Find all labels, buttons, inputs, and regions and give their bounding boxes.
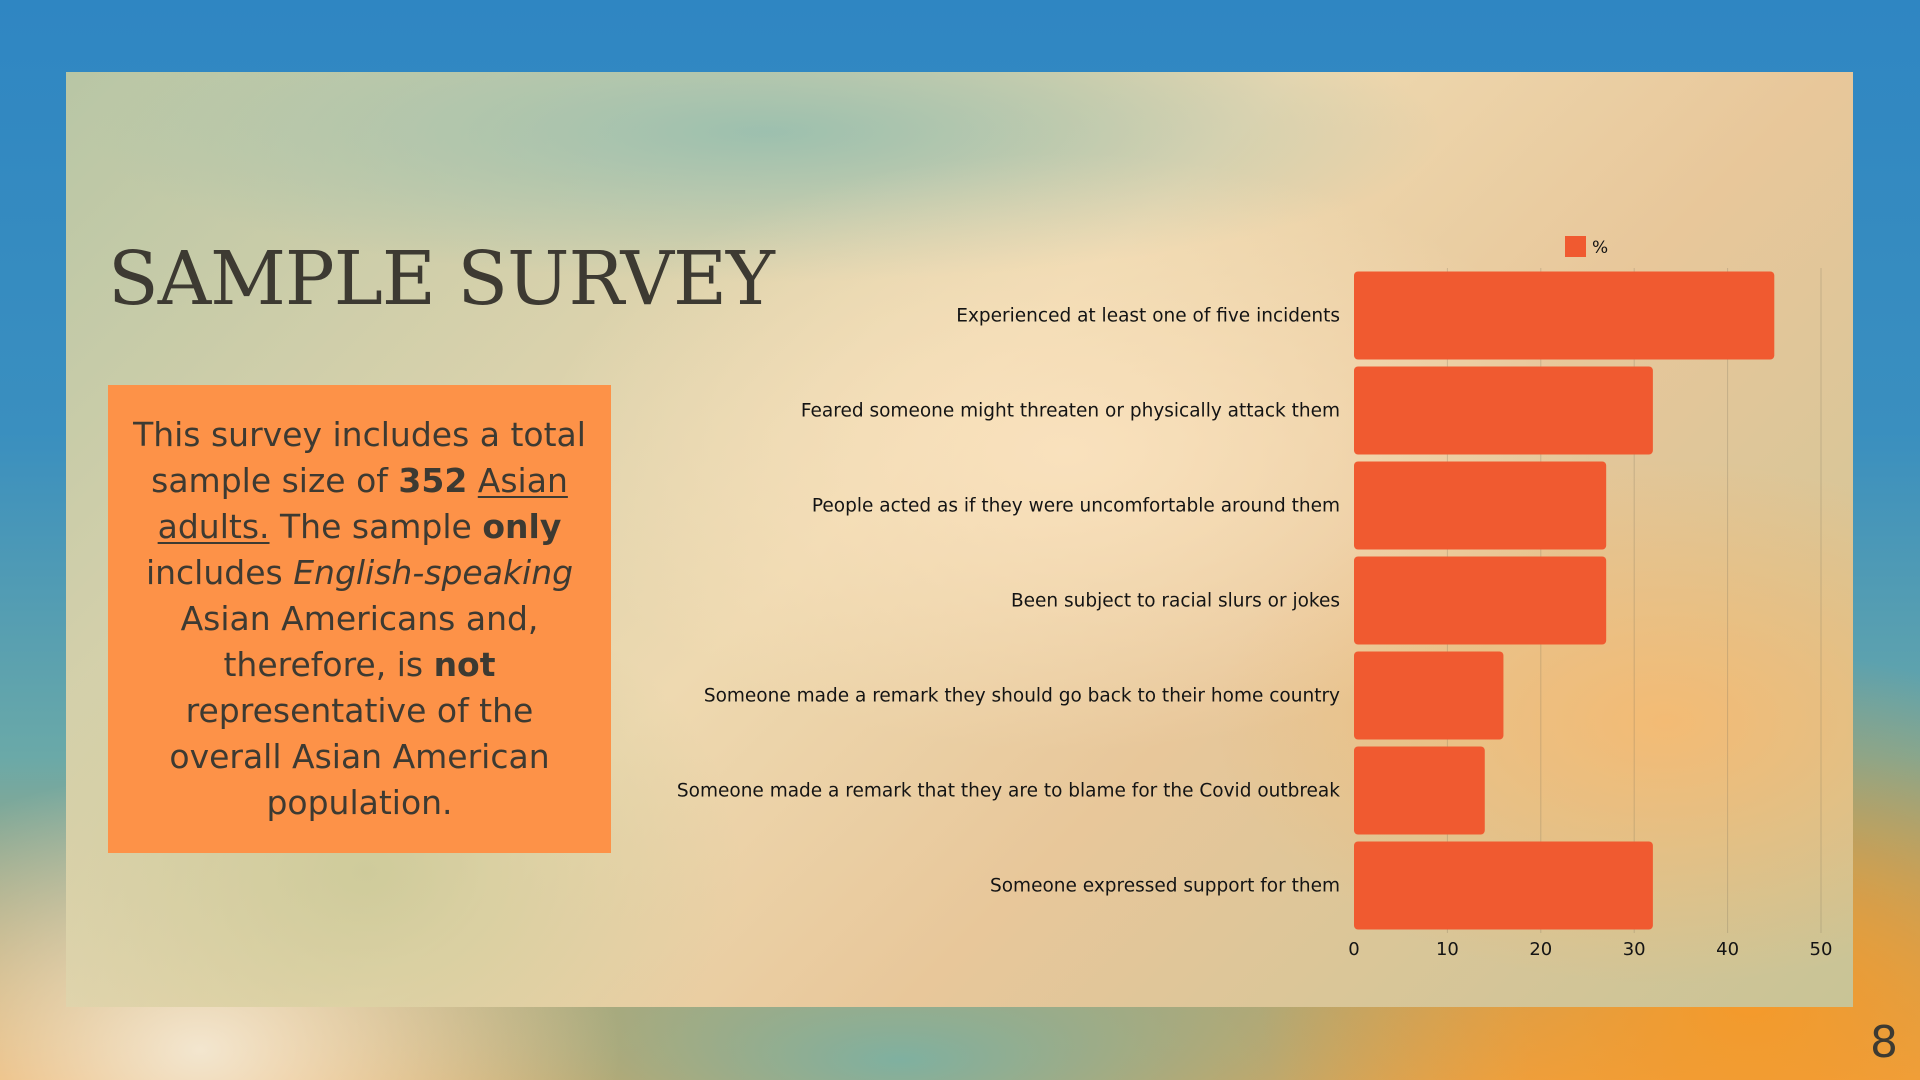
slide-title: SAMPLE SURVEY <box>108 236 775 322</box>
x-tick-label: 0 <box>1348 939 1359 960</box>
bar <box>1354 461 1607 550</box>
info-text-italic: English-speaking <box>293 553 574 592</box>
info-text: This survey includes a total sample size… <box>126 412 593 826</box>
category-label: Feared someone might threaten or physica… <box>801 401 1340 422</box>
info-text-part: representative of the overall Asian Amer… <box>169 691 550 822</box>
info-text-part: This survey includes a total sample size… <box>133 415 586 500</box>
info-text-bold-only: only <box>482 507 562 546</box>
bar <box>1354 651 1504 740</box>
category-label: Been subject to racial slurs or jokes <box>1011 591 1340 612</box>
bar <box>1354 366 1653 455</box>
chart-x-ticks: 0 10 20 30 40 50 <box>1348 939 1832 960</box>
info-box: This survey includes a total sample size… <box>108 385 611 853</box>
x-tick-label: 40 <box>1716 939 1739 960</box>
category-label: Experienced at least one of five inciden… <box>956 306 1340 327</box>
bar <box>1354 746 1485 835</box>
chart-category-labels: Experienced at least one of five inciden… <box>677 306 1340 897</box>
info-text-part: Asian Americans and, therefore, is <box>180 599 539 684</box>
info-text-part: includes <box>145 553 294 592</box>
info-text-bold-not: not <box>433 645 496 684</box>
legend-swatch <box>1565 236 1586 257</box>
bar <box>1354 841 1653 930</box>
x-tick-label: 20 <box>1529 939 1552 960</box>
x-tick-label: 50 <box>1810 939 1833 960</box>
info-text-underlined: Asian adults. <box>157 461 568 546</box>
bar <box>1354 556 1607 645</box>
x-tick-label: 10 <box>1436 939 1459 960</box>
bar <box>1354 271 1775 360</box>
category-label: Someone made a remark that they are to b… <box>677 781 1340 802</box>
chart-legend: % <box>1565 236 1608 258</box>
category-label: Someone made a remark they should go bac… <box>704 686 1340 707</box>
category-label: People acted as if they were uncomfortab… <box>812 496 1340 517</box>
sample-size-number: 352 <box>398 461 468 500</box>
info-text-part: The sample <box>269 507 483 546</box>
x-tick-label: 30 <box>1623 939 1646 960</box>
legend-label: % <box>1592 238 1608 258</box>
chart-bars <box>1354 271 1775 930</box>
category-label: Someone expressed support for them <box>990 876 1340 897</box>
page-number: 8 <box>1870 1017 1898 1068</box>
